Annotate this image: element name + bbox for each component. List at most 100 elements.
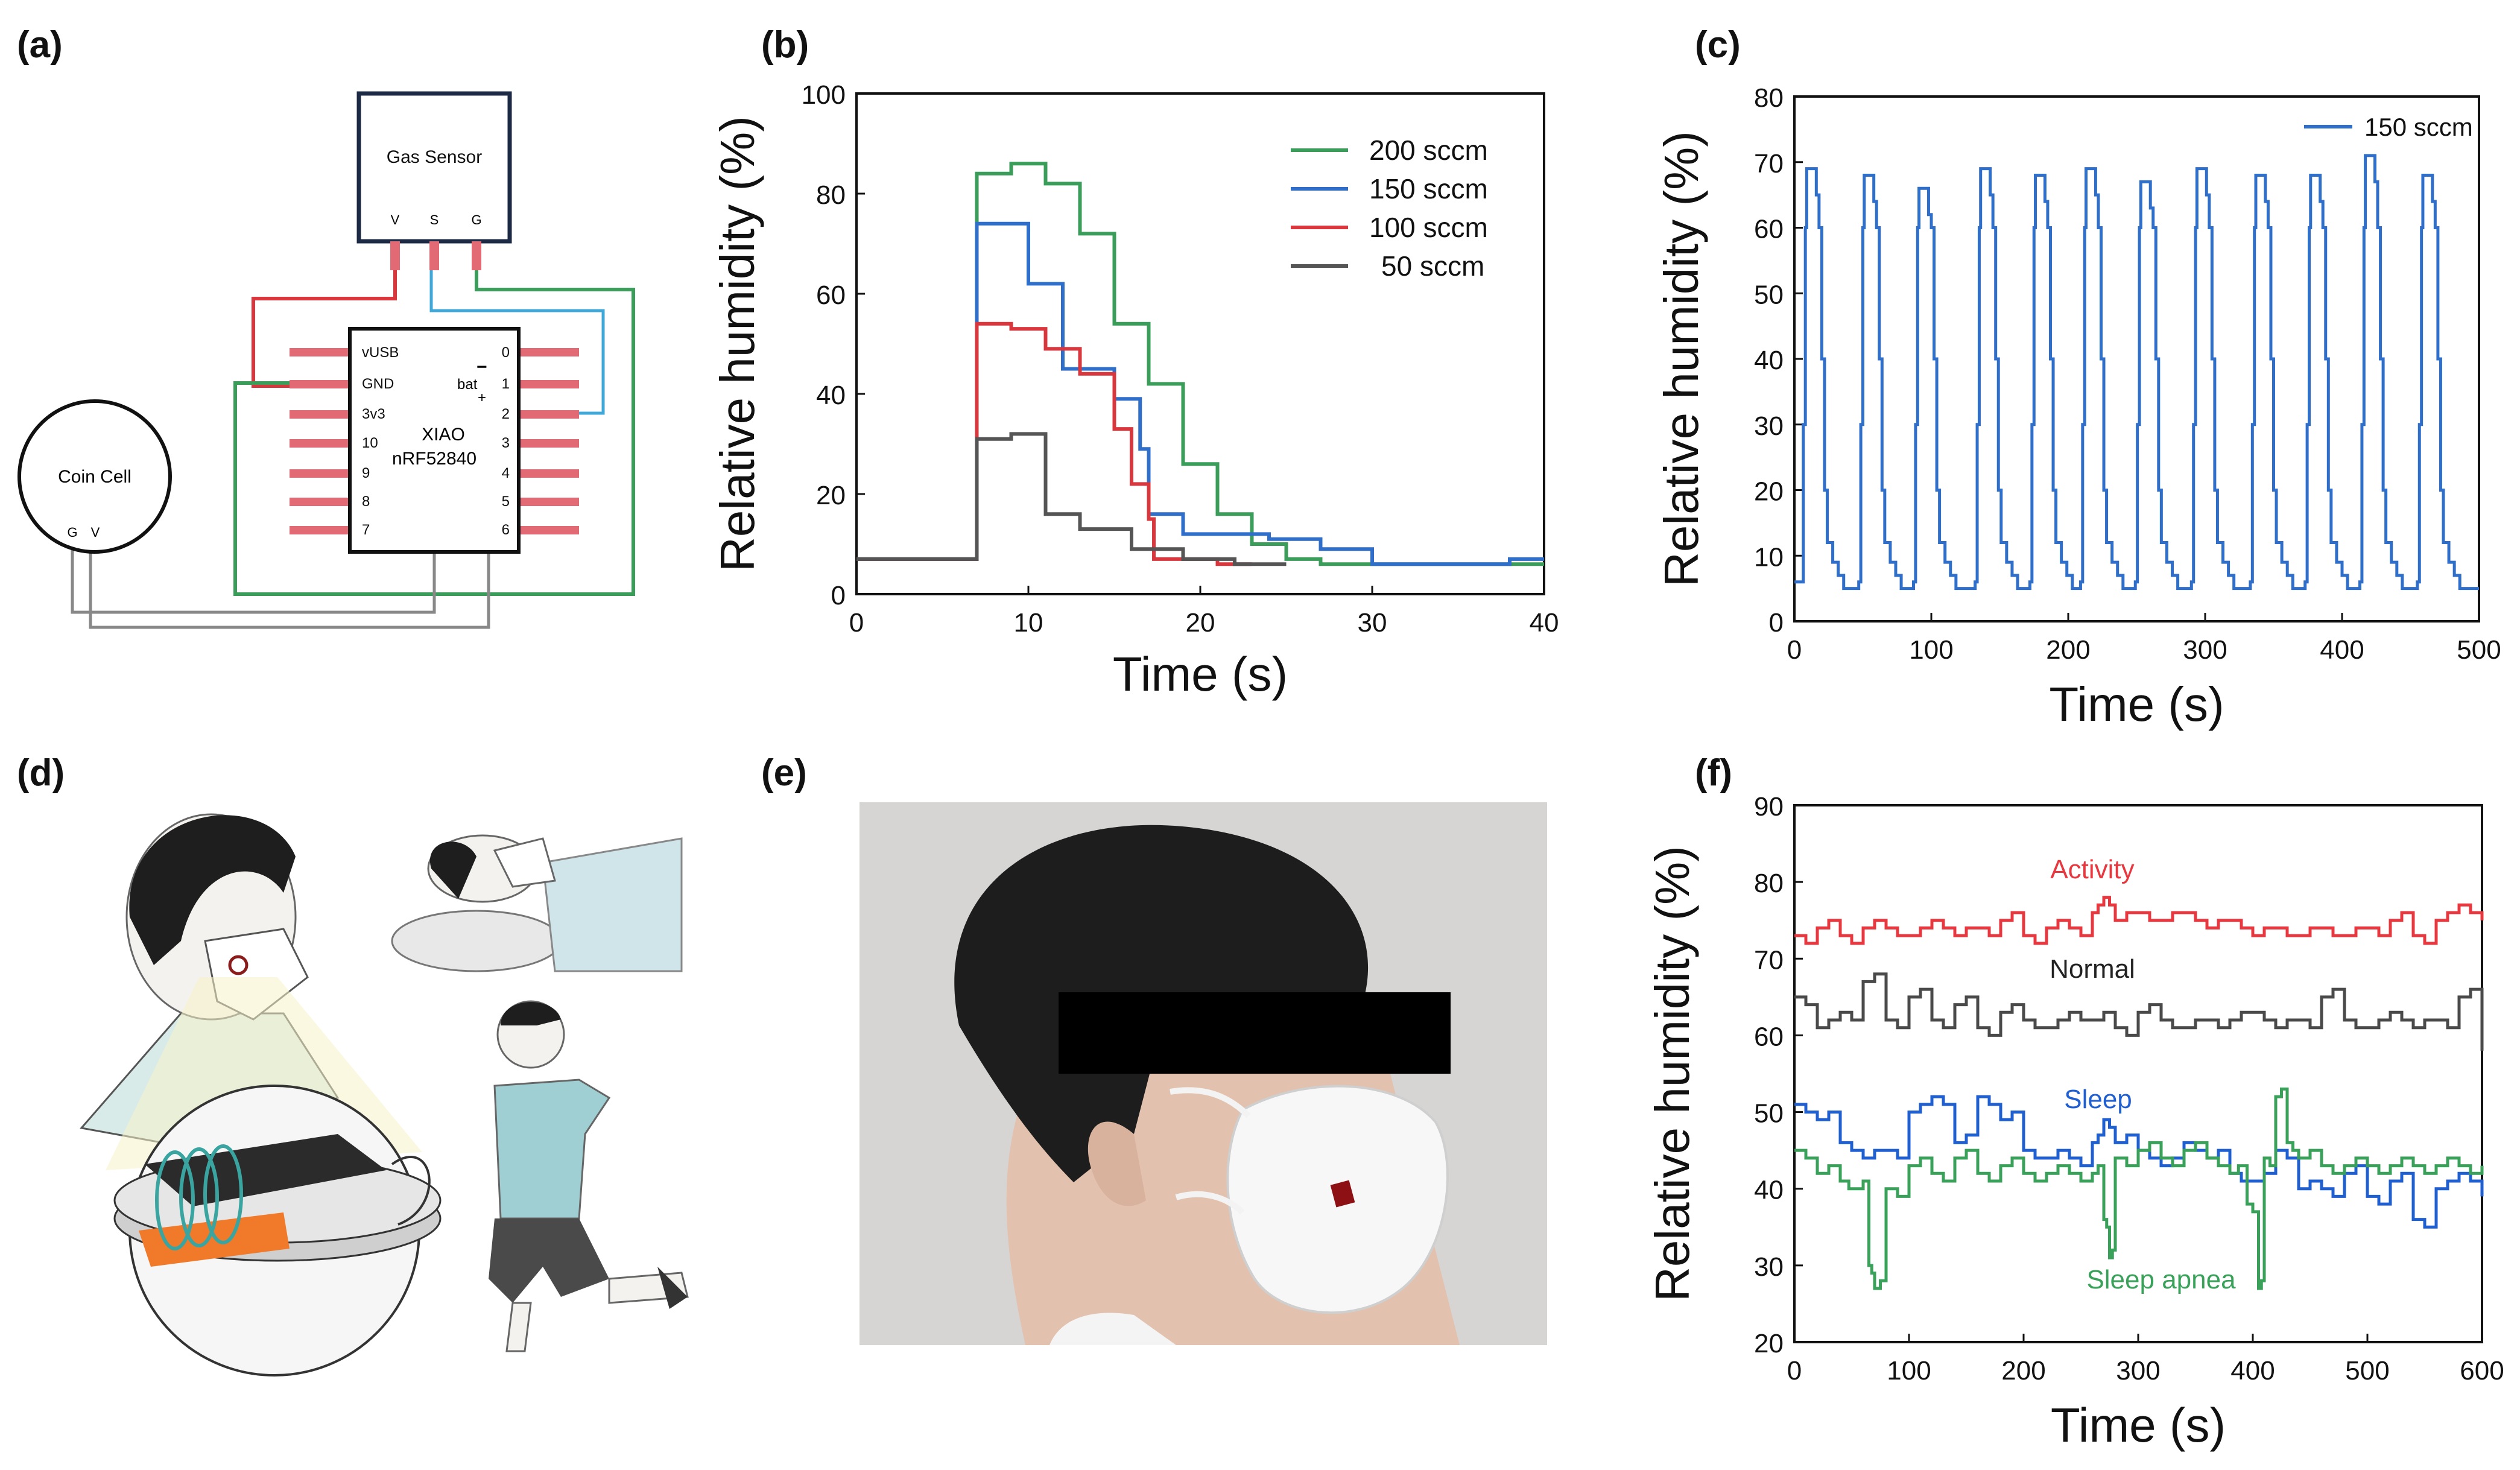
x-tick-label: 400 [2320, 635, 2364, 665]
bat-plus: + [478, 390, 486, 406]
bat-label: bat [457, 376, 478, 393]
gas-pin-v: V [391, 212, 400, 227]
x-tick-label: 100 [1909, 635, 1953, 665]
pin-label: 3v3 [362, 406, 385, 422]
pin-label: 1 [502, 376, 510, 392]
pin-label: 10 [362, 435, 378, 451]
mcu-left-pins [290, 348, 350, 534]
panel-label-c: (c) [1695, 24, 1741, 66]
panel-label-a: (a) [17, 24, 63, 66]
coin-cell-circle [17, 399, 172, 554]
illustration-wearable-scenarios [80, 813, 689, 1377]
x-tick-label: 200 [2046, 635, 2090, 665]
x-axis-label: Time (s) [2051, 1398, 2226, 1452]
chart-b: 0 10 20 30 40 0 20 40 60 80 100 Time (s) Relative hu… [711, 80, 1559, 701]
x-tick-label: 100 [1887, 1356, 1931, 1386]
chart-f: 0 100 200 300 400 500 600 20 30 40 50 60 70 80 90 Time … [1645, 792, 2504, 1452]
legend-label: 100 sccm [1369, 212, 1488, 243]
coin-pin-g: G [67, 525, 77, 540]
coin-cell-label: Coin Cell [58, 467, 131, 487]
mcu-box [348, 327, 521, 554]
y-tick-label: 50 [1754, 1099, 1784, 1129]
panel-label-f: (f) [1695, 752, 1732, 794]
series-line-Normal [1794, 972, 2484, 1051]
wire-blue [429, 268, 605, 415]
x-tick-label: 300 [2116, 1356, 2160, 1386]
x-tick-label: 40 [1530, 608, 1559, 638]
series-line-50-sccm [856, 432, 1287, 566]
y-tick-label: 0 [831, 581, 846, 610]
y-tick-label: 20 [1754, 1329, 1784, 1358]
wire-red [252, 268, 397, 388]
y-tick-label: 40 [816, 381, 846, 410]
series-line-Sleep [1794, 1095, 2484, 1229]
wire-green [233, 268, 635, 596]
photo-mask-strap [1170, 1087, 1251, 1118]
y-tick-label: 60 [1754, 215, 1784, 244]
mcu-right-pins [519, 348, 579, 534]
pin-label: 5 [502, 493, 510, 510]
pin-label: vUSB [362, 344, 399, 361]
x-tick-label: 10 [1014, 608, 1043, 638]
photo-ear [1087, 1121, 1146, 1206]
legend-label: 150 sccm [1369, 173, 1488, 204]
annotation-label: Normal [2050, 954, 2135, 984]
photo-shirt [1049, 1313, 1176, 1345]
gas-pin-stub [429, 241, 439, 270]
pin-label: 3 [502, 435, 510, 451]
y-tick-label: 30 [1754, 1252, 1784, 1282]
y-axis-label: Relative humidity (%) [1645, 846, 1699, 1302]
sleeping-person-illustration [391, 834, 683, 972]
x-tick-label: 300 [2183, 635, 2227, 665]
pin-label: GND [362, 376, 394, 392]
panel-label-d: (d) [17, 752, 65, 794]
mcu-left-labels: vUSB GND 3v3 10 9 8 7 [362, 344, 399, 538]
x-tick-label: 500 [2345, 1356, 2389, 1386]
y-tick-label: 0 [1769, 608, 1784, 638]
y-tick-label: 70 [1754, 945, 1784, 975]
annotation-label: Sleep [2064, 1085, 2132, 1114]
device-closeup-illustration [113, 1085, 442, 1377]
mcu-name-line1: XIAO [422, 425, 465, 445]
annotation-label: Activity [2050, 855, 2134, 884]
plot-frame [855, 92, 1545, 595]
y-tick-label: 90 [1754, 792, 1784, 822]
pin-label: 2 [502, 406, 510, 422]
gas-pin-s: S [430, 212, 439, 227]
y-tick-label: 80 [816, 180, 846, 210]
y-tick-label: 10 [1754, 542, 1784, 572]
coin-pin-v: V [91, 525, 100, 540]
x-tick-label: 20 [1186, 608, 1215, 638]
circuit-diagram: Gas Sensor V S G vUSB [17, 91, 635, 629]
pin-label: 0 [502, 344, 510, 361]
pin-label: 8 [362, 493, 370, 510]
y-tick-label: 80 [1754, 869, 1784, 898]
series-line-200-sccm [856, 162, 1544, 566]
y-tick-label: 40 [1754, 346, 1784, 375]
y-tick-label: 20 [1754, 477, 1784, 507]
pin-label: 6 [502, 522, 510, 538]
y-tick-label: 80 [1754, 83, 1784, 113]
running-person-illustration [489, 1000, 689, 1352]
bat-minus: − [476, 357, 487, 377]
legend-label: 50 sccm [1381, 250, 1484, 282]
panel-label-e: (e) [761, 752, 807, 794]
y-axis-label: Relative humidity (%) [1654, 131, 1708, 587]
legend-label: 200 sccm [1369, 135, 1488, 166]
y-axis-label: Relative humidity (%) [711, 116, 764, 572]
series-line-100-sccm [856, 322, 1252, 566]
pin-label: 4 [502, 465, 510, 481]
mcu-right-labels: 0 1 2 3 4 5 6 [502, 344, 510, 538]
x-tick-label: 500 [2457, 635, 2501, 665]
series-line-Activity [1794, 896, 2484, 945]
x-tick-label: 0 [849, 608, 864, 638]
chart-c: 0 100 200 300 400 500 0 10 20 30 40 50 60 70 80 Time (s… [1654, 83, 2501, 731]
y-tick-label: 30 [1754, 411, 1784, 441]
gas-sensor-box [356, 91, 512, 244]
legend-label: 150 sccm [2364, 113, 2473, 141]
x-tick-label: 200 [2001, 1356, 2045, 1386]
annotation-label: Sleep apnea [2086, 1265, 2236, 1294]
y-tick-label: 20 [816, 481, 846, 510]
